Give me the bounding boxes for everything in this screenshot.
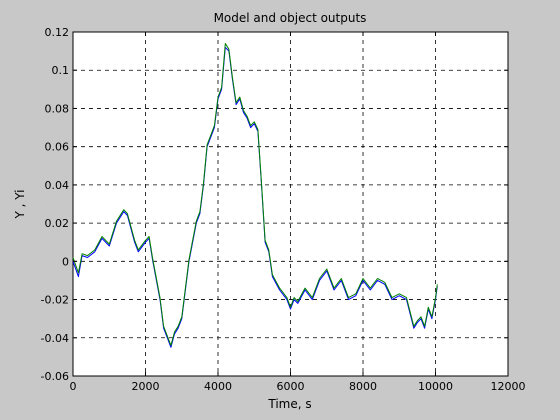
x-tick-label: 10000: [418, 380, 453, 393]
y-tick-label: 0.12: [45, 26, 70, 39]
y-tick-label: 0.06: [45, 141, 70, 154]
x-tick-label: 8000: [349, 380, 377, 393]
x-tick-label: 2000: [132, 380, 160, 393]
x-tick-label: 4000: [204, 380, 232, 393]
y-tick-label: -0.02: [41, 294, 69, 307]
y-tick-label: 0.02: [45, 217, 70, 230]
y-tick-label: 0.04: [45, 179, 70, 192]
chart-title: Model and object outputs: [214, 11, 367, 25]
ticks: 0 2000 4000 6000 8000 10000 12000 -0.06 -0.04 -0.…: [41, 26, 526, 393]
y-tick-label: -0.04: [41, 332, 69, 345]
series-line-2: [72, 43, 438, 346]
x-tick-label: 0: [70, 380, 77, 393]
series-group: [72, 43, 438, 348]
y-axis-label: Y , Yi: [13, 189, 27, 219]
x-axis-label: Time, s: [267, 397, 311, 411]
x-tick-label: 12000: [491, 380, 526, 393]
y-tick-label: 0: [62, 255, 69, 268]
y-tick-label: 0.1: [52, 64, 70, 77]
y-tick-label: -0.06: [41, 370, 69, 383]
x-tick-label: 6000: [277, 380, 305, 393]
y-tick-label: 0.08: [45, 102, 70, 115]
